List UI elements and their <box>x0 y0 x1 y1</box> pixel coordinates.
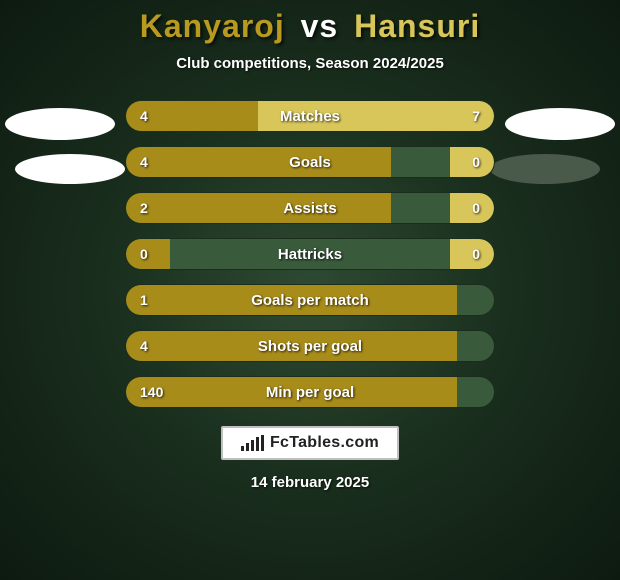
stats-area: 4Matches74Goals02Assists00Hattricks01Goa… <box>0 100 620 408</box>
branding-bar <box>241 446 244 451</box>
stat-label: Hattricks <box>126 246 494 263</box>
stat-label: Goals <box>126 154 494 171</box>
branding-bar <box>261 435 264 451</box>
stat-label: Goals per match <box>126 292 494 309</box>
branding-text: FcTables.com <box>270 434 379 452</box>
player1-badge-2 <box>15 154 125 184</box>
branding-bar <box>251 440 254 451</box>
player2-badge-1 <box>505 108 615 140</box>
player2-badge-2 <box>490 154 600 184</box>
stat-label: Matches <box>126 108 494 125</box>
page-title: Kanyaroj vs Hansuri <box>140 8 480 45</box>
stat-row: 140Min per goal <box>125 376 495 408</box>
stat-row: 4Matches7 <box>125 100 495 132</box>
player1-name: Kanyaroj <box>140 8 285 44</box>
branding-badge: FcTables.com <box>221 426 399 460</box>
stat-row: 4Shots per goal <box>125 330 495 362</box>
stat-row: 1Goals per match <box>125 284 495 316</box>
subtitle: Club competitions, Season 2024/2025 <box>176 55 444 72</box>
stat-label: Assists <box>126 200 494 217</box>
stat-rows: 4Matches74Goals02Assists00Hattricks01Goa… <box>125 100 495 408</box>
stat-value-right: 0 <box>472 154 480 170</box>
player2-name: Hansuri <box>354 8 480 44</box>
vs-text: vs <box>301 8 339 44</box>
comparison-card: Kanyaroj vs Hansuri Club competitions, S… <box>0 0 620 580</box>
branding-bar <box>256 437 259 451</box>
stat-value-right: 0 <box>472 200 480 216</box>
stat-row: 2Assists0 <box>125 192 495 224</box>
stat-value-right: 7 <box>472 108 480 124</box>
stat-value-right: 0 <box>472 246 480 262</box>
stat-row: 4Goals0 <box>125 146 495 178</box>
date-label: 14 february 2025 <box>251 474 369 491</box>
branding-bars-icon <box>241 435 264 451</box>
stat-label: Shots per goal <box>126 338 494 355</box>
branding-bar <box>246 443 249 451</box>
stat-row: 0Hattricks0 <box>125 238 495 270</box>
player1-badge-1 <box>5 108 115 140</box>
stat-label: Min per goal <box>126 384 494 401</box>
